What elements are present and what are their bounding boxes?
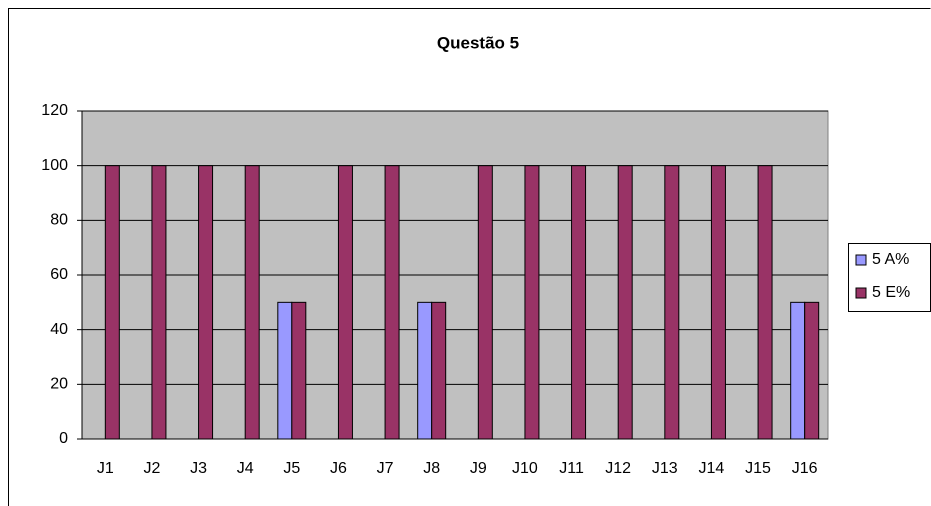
x-tick-label: J15 [745, 460, 771, 477]
x-tick-label: J11 [559, 460, 584, 477]
bar [617, 165, 633, 440]
bar [524, 165, 540, 440]
bar [337, 165, 353, 440]
chart-border [8, 8, 931, 506]
x-tick-label: J5 [283, 460, 300, 477]
bar [431, 301, 447, 440]
x-tick-label: J3 [190, 460, 207, 477]
x-tick-label: J2 [143, 460, 160, 477]
x-tick-label: J4 [237, 460, 254, 477]
y-tick-label: 120 [41, 102, 68, 119]
bar [244, 165, 260, 440]
x-tick-label: J13 [652, 460, 678, 477]
y-tick-label: 80 [50, 212, 68, 229]
bar [417, 301, 433, 440]
x-tick-label: J16 [792, 460, 818, 477]
bar [757, 165, 773, 440]
bar [571, 165, 587, 440]
y-tick-label: 20 [50, 376, 68, 393]
x-tick-label: J8 [423, 460, 440, 477]
x-tick-label: J7 [377, 460, 394, 477]
bar [477, 165, 493, 440]
x-tick-label: J9 [470, 460, 487, 477]
legend-swatch [855, 287, 867, 299]
bar [710, 165, 726, 440]
bar [804, 301, 820, 440]
bar [790, 301, 806, 440]
legend-label: 5 E% [872, 284, 910, 301]
y-tick-label: 40 [50, 321, 68, 338]
bar [198, 165, 214, 440]
bar [104, 165, 120, 440]
bar [291, 301, 307, 440]
y-tick-label: 60 [50, 266, 68, 283]
bar [384, 165, 400, 440]
legend-swatch [855, 254, 867, 266]
x-tick-label: J10 [512, 460, 538, 477]
bar [277, 301, 293, 440]
chart-title: Questão 5 [437, 33, 519, 52]
y-tick-label: 100 [41, 157, 68, 174]
x-tick-label: J12 [605, 460, 631, 477]
x-tick-label: J6 [330, 460, 347, 477]
y-tick-label: 0 [59, 430, 68, 447]
bar [151, 165, 167, 440]
legend-label: 5 A% [872, 251, 909, 268]
bar [664, 165, 680, 440]
x-tick-label: J1 [97, 460, 114, 477]
x-tick-label: J14 [699, 460, 725, 477]
